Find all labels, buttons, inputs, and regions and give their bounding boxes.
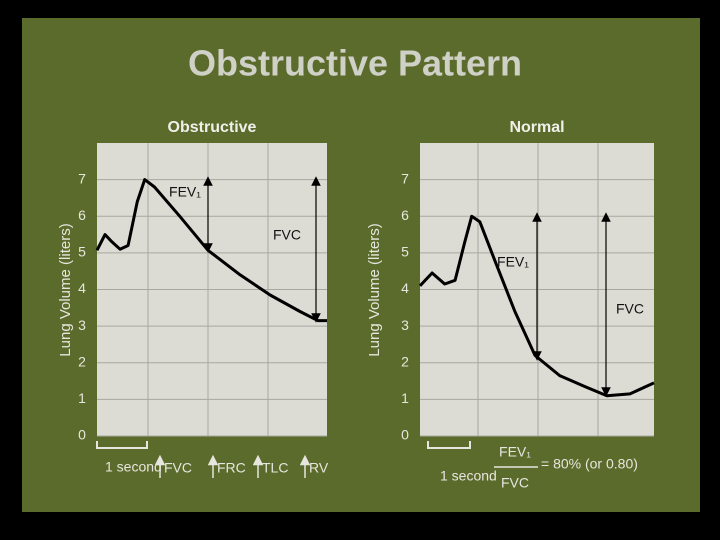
y-tick-label: 6 — [401, 207, 409, 223]
y-tick-label: 7 — [78, 170, 86, 186]
ratio-numerator: FEV₁ — [499, 444, 531, 460]
volume-curve — [418, 214, 655, 398]
slide-title: Obstructive Pattern — [188, 43, 522, 84]
y-tick-label: 7 — [401, 170, 409, 186]
y-tick-label: 0 — [401, 427, 409, 443]
ratio-result: = 80% (or 0.80) — [541, 456, 638, 472]
y-tick-label: 1 — [78, 390, 86, 406]
y-tick-label: 4 — [401, 280, 409, 296]
y-tick-label: 5 — [401, 244, 409, 260]
y-tick-label: 2 — [401, 353, 409, 369]
y-axis-label: Lung Volume (liters) — [57, 223, 74, 356]
chart-title: Obstructive — [168, 119, 257, 136]
change-item: TLC — [262, 460, 288, 476]
annotation: FEV₁ — [169, 184, 201, 200]
annotation: FEV₁ — [497, 254, 529, 270]
ratio-denominator: FVC — [501, 475, 529, 491]
volume-curve — [95, 178, 327, 323]
y-tick-label: 2 — [78, 353, 86, 369]
y-tick-label: 3 — [401, 317, 409, 333]
time-bracket — [96, 441, 148, 449]
chart-title: Normal — [509, 119, 564, 136]
x-note: 1 second — [105, 459, 162, 475]
x-note: 1 second — [440, 468, 497, 484]
y-tick-label: 5 — [78, 244, 86, 260]
y-tick-label: 3 — [78, 317, 86, 333]
y-tick-label: 0 — [78, 427, 86, 443]
annotation: FVC — [616, 301, 644, 317]
annotation: FVC — [273, 227, 301, 243]
change-item: FRC — [217, 460, 246, 476]
change-item: RV — [309, 460, 329, 476]
time-bracket — [427, 441, 471, 449]
y-tick-label: 4 — [78, 280, 86, 296]
change-item: FVC — [164, 460, 192, 476]
y-tick-label: 6 — [78, 207, 86, 223]
y-tick-label: 1 — [401, 390, 409, 406]
y-axis-label: Lung Volume (liters) — [366, 223, 383, 356]
